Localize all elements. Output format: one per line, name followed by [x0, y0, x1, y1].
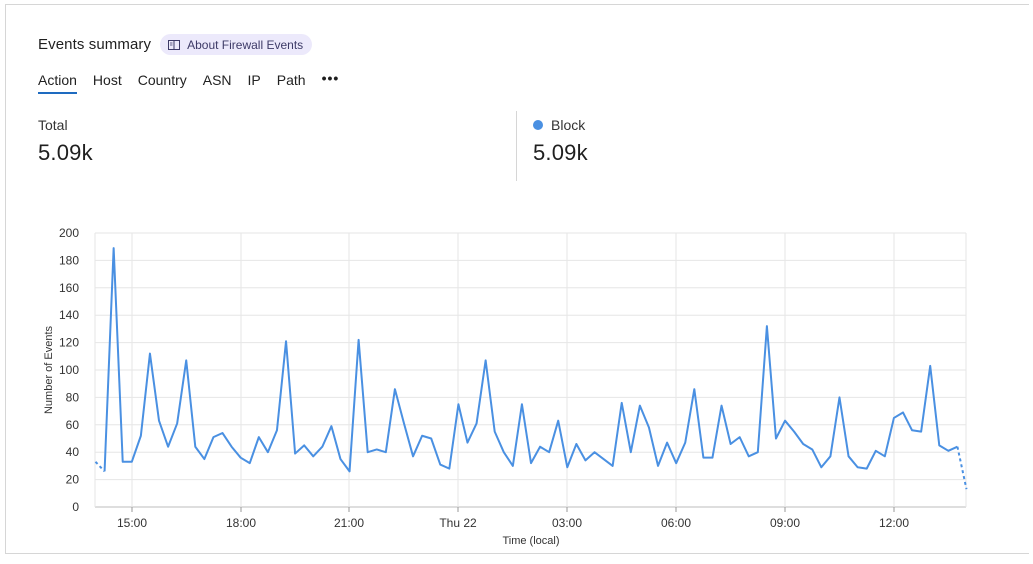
y-tick-label: 0 [72, 500, 79, 514]
x-tick-label: 15:00 [117, 516, 147, 530]
x-tick-label: 12:00 [879, 516, 909, 530]
tab-path[interactable]: Path [276, 72, 306, 88]
about-firewall-events-link[interactable]: About Firewall Events [160, 34, 313, 55]
tab-action[interactable]: Action [38, 72, 77, 94]
x-tick-label: 06:00 [661, 516, 691, 530]
stats-divider [516, 111, 517, 181]
y-tick-label: 120 [59, 336, 79, 350]
card-title: Events summary [38, 36, 152, 53]
y-tick-label: 40 [66, 445, 80, 459]
y-tick-label: 160 [59, 281, 79, 295]
events-summary-card: Events summary About Firewall Events Act… [5, 4, 1029, 554]
stat-block-label: Block [551, 117, 586, 133]
x-tick-label: Thu 22 [439, 516, 477, 530]
block-legend-dot [533, 120, 543, 130]
x-axis-title: Time (local) [502, 535, 559, 547]
y-tick-label: 20 [66, 473, 80, 487]
x-tick-label: 18:00 [226, 516, 256, 530]
x-tick-label: 09:00 [770, 516, 800, 530]
stat-block[interactable]: Block 5.09k [533, 117, 588, 166]
block-series-line [103, 247, 958, 473]
y-tick-label: 60 [66, 418, 80, 432]
stat-total-value: 5.09k [38, 140, 93, 165]
y-tick-label: 80 [66, 390, 80, 404]
group-by-tabs: Action Host Country ASN IP Path ••• [38, 70, 340, 94]
tab-asn[interactable]: ASN [202, 72, 232, 88]
tab-host[interactable]: Host [92, 72, 122, 88]
card-header: Events summary About Firewall Events [38, 34, 313, 55]
y-tick-label: 140 [59, 308, 79, 322]
about-firewall-events-label: About Firewall Events [187, 37, 304, 52]
y-tick-label: 100 [59, 363, 79, 377]
x-tick-label: 03:00 [552, 516, 582, 530]
stat-total: Total 5.09k [38, 117, 93, 166]
y-tick-label: 200 [59, 226, 79, 240]
stat-total-label: Total [38, 117, 68, 133]
tab-country[interactable]: Country [137, 72, 187, 88]
y-axis-title: Number of Events [43, 325, 55, 414]
more-options-icon[interactable]: ••• [321, 70, 340, 86]
y-tick-label: 180 [59, 253, 79, 267]
tab-ip[interactable]: IP [247, 72, 261, 88]
stat-block-value: 5.09k [533, 140, 588, 165]
block-series-dashed-segment [94, 461, 106, 473]
x-tick-label: 21:00 [334, 516, 364, 530]
book-icon [168, 39, 181, 50]
block-series-dashed-segment [956, 446, 968, 490]
